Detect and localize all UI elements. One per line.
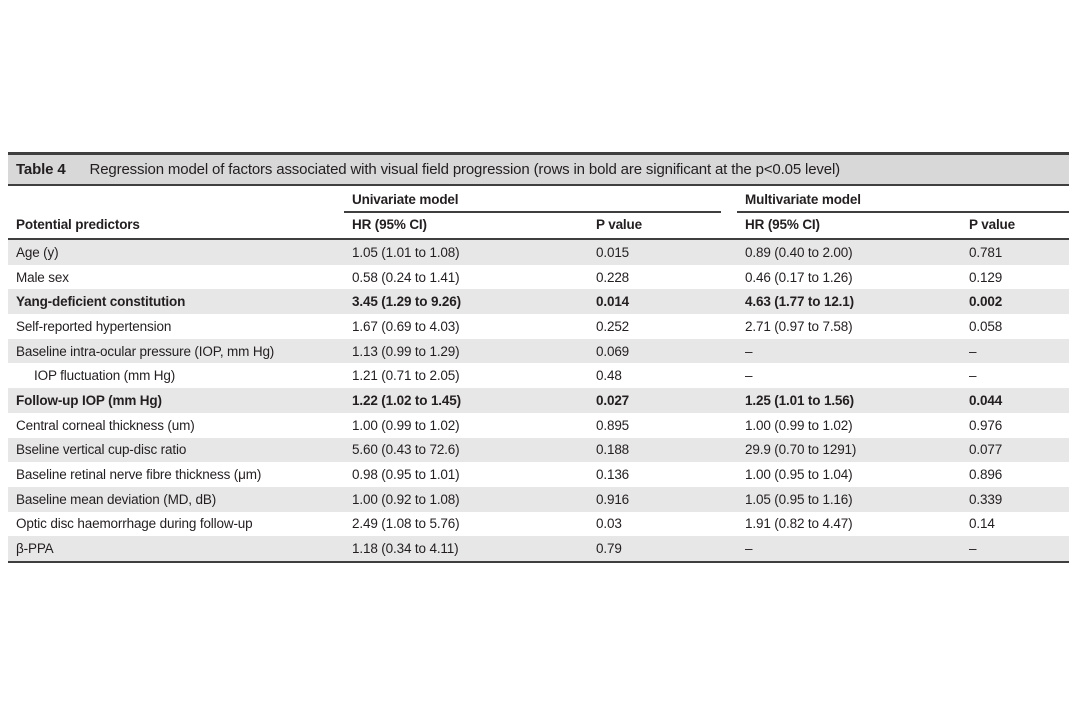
multivariate-p-cell: 0.129 bbox=[969, 269, 1003, 285]
univariate-p-cell: 0.228 bbox=[596, 269, 630, 285]
regression-table: Table 4 Regression model of factors asso… bbox=[8, 152, 1070, 563]
group-header-univariate-label: Univariate model bbox=[344, 192, 722, 213]
univariate-p-cell: 0.069 bbox=[596, 343, 630, 359]
group-header-row: Univariate model Multivariate model bbox=[8, 186, 1070, 213]
univariate-hr-cell: 1.21 (0.71 to 2.05) bbox=[352, 368, 460, 384]
table-row: Bseline vertical cup-disc ratio 5.60 (0.4… bbox=[8, 437, 1070, 463]
table-row: Age (y) 1.05 (1.01 to 1.08) 0.015 0.89 (0.4… bbox=[8, 239, 1070, 265]
group-header-univariate: Univariate model bbox=[344, 186, 737, 213]
multivariate-p-cell: 0.044 bbox=[969, 392, 1003, 408]
multivariate-p-cell: 0.002 bbox=[969, 294, 1003, 310]
table-row: Yang-deficient constitution 3.45 (1.29 to… bbox=[8, 289, 1070, 315]
univariate-hr-cell: 0.58 (0.24 to 1.41) bbox=[352, 269, 460, 285]
multivariate-hr-cell: 0.89 (0.40 to 2.00) bbox=[745, 244, 853, 260]
univariate-hr-cell: 2.49 (1.08 to 5.76) bbox=[352, 516, 460, 532]
univariate-hr-cell: 1.18 (0.34 to 4.11) bbox=[344, 536, 588, 563]
multivariate-p-cell: 0.077 bbox=[969, 442, 1003, 458]
multivariate-p-cell: 0.781 bbox=[969, 244, 1003, 260]
table-number: Table 4 bbox=[16, 161, 66, 178]
multivariate-hr-cell: 1.00 (0.99 to 1.02) bbox=[745, 417, 853, 433]
multivariate-hr-cell: 1.25 (1.01 to 1.56) bbox=[745, 392, 854, 408]
multivariate-hr-cell: 0.46 (0.17 to 1.26) bbox=[745, 269, 853, 285]
predictor-cell: Baseline mean deviation (MD, dB) bbox=[16, 491, 217, 507]
multivariate-hr-cell: 1.91 (0.82 to 4.47) bbox=[745, 516, 853, 532]
univariate-hr-cell: 1.00 (0.99 to 1.02) bbox=[352, 417, 460, 433]
multivariate-hr-cell: – bbox=[745, 343, 753, 359]
table-caption: Regression model of factors associated w… bbox=[89, 161, 841, 178]
column-header-predictors: Potential predictors bbox=[8, 213, 344, 240]
table-row: Follow-up IOP (mm Hg) 1.22 (1.02 to 1.45)… bbox=[8, 388, 1070, 413]
table-row: Central corneal thickness (um) 1.00 (0.99… bbox=[8, 413, 1069, 438]
multivariate-p-cell: 0.14 bbox=[969, 516, 995, 532]
table-row: Optic disc haemorrhage during follow-up 2… bbox=[8, 512, 1069, 537]
univariate-hr-cell: 1.13 (0.99 to 1.29) bbox=[352, 343, 460, 359]
predictor-cell: Optic disc haemorrhage during follow-up bbox=[16, 516, 253, 532]
table-row: β-PPA 1.18 (0.34 to 4.11) 0.79– – bbox=[8, 536, 1070, 563]
table-row: Self-reported hypertension 1.67 (0.69 to … bbox=[8, 314, 1069, 339]
univariate-p-cell: 0.48 bbox=[596, 368, 622, 384]
multivariate-hr-cell: 1.00 (0.95 to 1.04) bbox=[745, 467, 853, 483]
predictor-cell: Age (y) bbox=[16, 244, 59, 260]
column-header-uni-p: P value bbox=[588, 213, 738, 240]
predictor-cell: IOP fluctuation (mm Hg) bbox=[34, 368, 176, 384]
table-title-bar: Table 4 Regression model of factors asso… bbox=[8, 152, 1069, 186]
regression-data-table: Univariate model Multivariate model Pote… bbox=[8, 186, 1070, 563]
univariate-p-cell: 0.916 bbox=[596, 491, 630, 507]
univariate-hr-cell: 0.98 (0.95 to 1.01) bbox=[352, 467, 460, 483]
table-row: Baseline retinal nerve fibre thickness (… bbox=[8, 462, 1069, 487]
univariate-hr-cell: 1.22 (1.02 to 1.45) bbox=[352, 392, 461, 408]
column-header-uni-hr: HR (95% CI) bbox=[344, 213, 588, 240]
multivariate-hr-cell: – bbox=[737, 536, 962, 563]
univariate-p-cell: 0.03 bbox=[596, 516, 622, 532]
multivariate-p-cell: – bbox=[969, 343, 977, 359]
univariate-p-cell: 0.014 bbox=[596, 294, 630, 310]
multivariate-p-cell: 0.896 bbox=[969, 467, 1003, 483]
multivariate-hr-cell: 29.9 (0.70 to 1291) bbox=[745, 442, 857, 458]
multivariate-hr-cell: 1.05 (0.95 to 1.16) bbox=[745, 491, 853, 507]
multivariate-p-cell: 0.339 bbox=[969, 491, 1003, 507]
multivariate-hr-cell: 4.63 (1.77 to 12.1) bbox=[745, 294, 854, 310]
predictor-cell: Baseline intra-ocular pressure (IOP, mm … bbox=[16, 343, 275, 359]
predictor-cell: Central corneal thickness (um) bbox=[16, 417, 195, 433]
univariate-p-cell: 0.252 bbox=[596, 318, 630, 334]
univariate-hr-cell: 5.60 (0.43 to 72.6) bbox=[352, 442, 460, 458]
column-header-multi-p: P value bbox=[961, 213, 1070, 240]
univariate-p-cell: 0.188 bbox=[596, 442, 630, 458]
group-header-empty bbox=[8, 186, 344, 213]
multivariate-p-cell: 0.976 bbox=[969, 417, 1003, 433]
predictor-cell: Baseline retinal nerve fibre thickness (… bbox=[16, 467, 262, 483]
univariate-p-cell: 0.136 bbox=[596, 467, 630, 483]
table-row: IOP fluctuation (mm Hg) 1.21 (0.71 to 2.0… bbox=[8, 363, 1069, 388]
table-row: Baseline mean deviation (MD, dB) 1.00 (0.… bbox=[8, 486, 1070, 512]
univariate-hr-cell: 1.05 (1.01 to 1.08) bbox=[352, 244, 460, 260]
predictor-cell: Bseline vertical cup-disc ratio bbox=[16, 442, 187, 458]
univariate-p-cell: 0.895 bbox=[596, 417, 630, 433]
predictor-cell: Yang-deficient constitution bbox=[16, 294, 186, 310]
table-row: Baseline intra-ocular pressure (IOP, mm … bbox=[8, 338, 1070, 364]
univariate-hr-cell: 1.00 (0.92 to 1.08) bbox=[352, 491, 460, 507]
multivariate-p-cell: 0.058 bbox=[969, 318, 1003, 334]
table-body: Age (y) 1.05 (1.01 to 1.08) 0.015 0.89 (0.4… bbox=[8, 239, 1070, 563]
predictor-cell: β-PPA bbox=[8, 536, 344, 563]
univariate-p-cell: 0.79 bbox=[588, 536, 738, 563]
univariate-p-cell: 0.015 bbox=[596, 244, 630, 260]
multivariate-hr-cell: 2.71 (0.97 to 7.58) bbox=[745, 318, 853, 334]
group-header-multivariate: Multivariate model bbox=[737, 186, 1070, 213]
predictor-cell: Follow-up IOP (mm Hg) bbox=[16, 392, 162, 408]
multivariate-p-cell: – bbox=[961, 536, 1070, 563]
predictor-cell: Male sex bbox=[16, 269, 69, 285]
group-header-multivariate-label: Multivariate model bbox=[737, 192, 1070, 213]
multivariate-p-cell: – bbox=[969, 368, 977, 384]
table-row: Male sex 0.58 (0.24 to 1.41) 0.228 0.46 (0.… bbox=[8, 265, 1069, 290]
univariate-hr-cell: 1.67 (0.69 to 4.03) bbox=[352, 318, 460, 334]
column-header-multi-hr: HR (95% CI) bbox=[737, 213, 962, 240]
column-header-row: Potential predictors HR (95% CI) P value… bbox=[8, 213, 1070, 240]
univariate-hr-cell: 3.45 (1.29 to 9.26) bbox=[352, 294, 461, 310]
multivariate-hr-cell: – bbox=[745, 368, 753, 384]
predictor-cell: Self-reported hypertension bbox=[16, 318, 172, 334]
univariate-p-cell: 0.027 bbox=[596, 392, 630, 408]
